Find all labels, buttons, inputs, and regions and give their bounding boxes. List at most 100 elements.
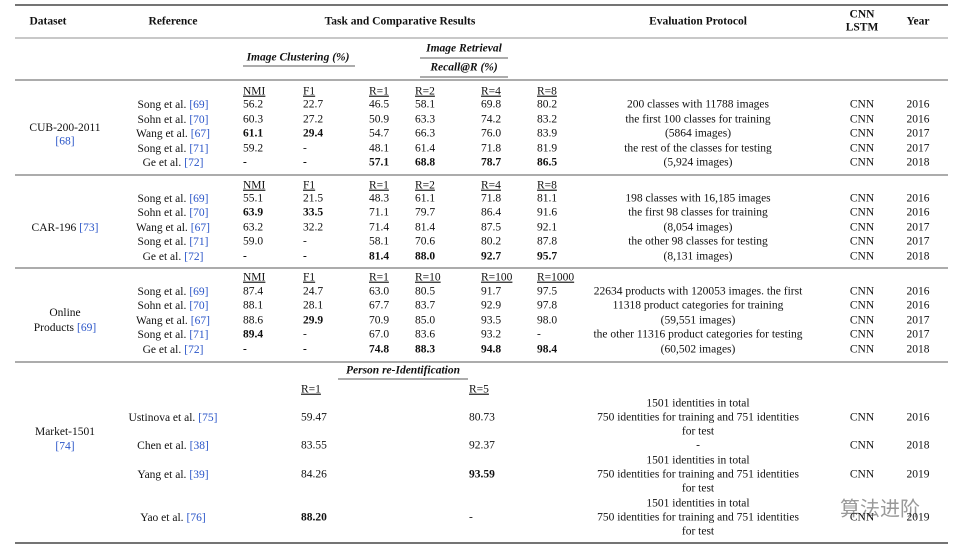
result-value: 87.4 (243, 286, 263, 298)
metric-header: R=2 (415, 180, 435, 192)
year: 2017 (907, 329, 930, 341)
metric-header: R=8 (537, 180, 557, 192)
network: CNN (850, 469, 875, 481)
reference: Song et al. (137, 329, 186, 341)
metric-header: R=1 (369, 86, 389, 98)
result-value: - (303, 143, 307, 155)
result-value: 70.6 (415, 236, 435, 248)
protocol: (8,131 images) (664, 251, 733, 263)
citation: [70] (189, 300, 208, 312)
header: LSTM (846, 22, 879, 34)
result-value: 83.7 (415, 300, 435, 312)
dataset-name: Products [69] (34, 322, 96, 334)
reference: Ustinova et al. (129, 412, 196, 424)
metric-header: R=5 (469, 384, 489, 396)
result-value: 79.7 (415, 207, 435, 219)
result-value: 94.8 (481, 344, 501, 356)
result-value: 97.8 (537, 300, 557, 312)
result-value: 61.1 (415, 193, 435, 205)
year: 2016 (907, 99, 930, 111)
result-value: 60.3 (243, 114, 263, 126)
result-value: 93.2 (481, 329, 501, 341)
result-value: - (303, 251, 307, 263)
reference: Wang et al. [67] (136, 128, 210, 140)
citation: [69] (77, 322, 96, 334)
result-value: 80.2 (537, 99, 557, 111)
result-value: 67.7 (369, 300, 389, 312)
metric-header: NMI (243, 180, 266, 192)
result-value: 97.5 (537, 286, 557, 298)
metric-header: R=4 (481, 180, 501, 192)
result-value: 22.7 (303, 99, 323, 111)
reference: Yang et al. (137, 469, 186, 481)
year: 2017 (907, 236, 930, 248)
protocol: for test (682, 526, 715, 538)
result-value: 88.3 (415, 344, 435, 356)
year: 2018 (907, 251, 930, 263)
result-value: - (243, 344, 247, 356)
result-value: 50.9 (369, 114, 389, 126)
result-value: 78.7 (481, 157, 501, 169)
result-value: 91.7 (481, 286, 501, 298)
protocol: the rest of the classes for testing (624, 143, 772, 155)
citation: [75] (198, 412, 217, 424)
protocol: - (696, 440, 700, 452)
metric-header: R=100 (481, 272, 513, 284)
result-value: 58.1 (415, 99, 435, 111)
citation: [67] (191, 222, 210, 234)
result-value: 71.1 (369, 207, 389, 219)
citation: [76] (187, 512, 206, 524)
result-value: 83.9 (537, 128, 557, 140)
citation: [69] (189, 99, 208, 111)
year: 2016 (907, 286, 930, 298)
year: 2018 (907, 157, 930, 169)
citation: [71] (189, 143, 208, 155)
result-value: 88.0 (415, 251, 435, 263)
year: 2017 (907, 222, 930, 234)
result-value: 55.1 (243, 193, 263, 205)
protocol: 1501 identities in total (646, 455, 749, 467)
reference: Song et al. [71] (137, 143, 208, 155)
result-value: 83.2 (537, 114, 557, 126)
dataset-name: Online (49, 307, 80, 319)
citation: [69] (189, 193, 208, 205)
result-value: - (537, 329, 541, 341)
protocol: (59,551 images) (661, 315, 736, 327)
reference: Song et al. [69] (137, 193, 208, 205)
year: 2016 (907, 207, 930, 219)
reference: Song et al. (137, 99, 186, 111)
result-value: 54.7 (369, 128, 389, 140)
year: 2018 (907, 440, 930, 452)
header: Year (907, 16, 930, 28)
network: CNN (850, 251, 875, 263)
result-value: 83.55 (301, 440, 327, 452)
result-value: 86.5 (537, 157, 557, 169)
result-value: 88.6 (243, 315, 263, 327)
reference: Song et al. [69] (137, 99, 208, 111)
metric-header: NMI (243, 272, 266, 284)
reference: Yao et al. (140, 512, 183, 524)
section-title: Person re-Identification (346, 365, 460, 377)
result-value: 95.7 (537, 251, 557, 263)
metric-header: F1 (303, 86, 315, 98)
result-value: 81.4 (415, 222, 435, 234)
protocol: 200 classes with 11788 images (627, 99, 770, 111)
reference: Ustinova et al. [75] (129, 412, 218, 424)
result-value: 81.9 (537, 143, 557, 155)
result-value: 71.8 (481, 143, 501, 155)
result-value: 92.7 (481, 251, 501, 263)
reference: Wang et al. (136, 315, 188, 327)
protocol: 11318 product categories for training (613, 300, 784, 312)
reference: Sohn et al. (137, 207, 186, 219)
result-value: 48.3 (369, 193, 389, 205)
protocol: 1501 identities in total (646, 498, 749, 510)
reference: Sohn et al. (137, 114, 186, 126)
year: 2017 (907, 128, 930, 140)
network: CNN (850, 193, 875, 205)
dataset-name: Products (34, 322, 75, 334)
result-value: 71.4 (369, 222, 389, 234)
reference: Song et al. (137, 236, 186, 248)
protocol: for test (682, 483, 715, 495)
result-value: 28.1 (303, 300, 323, 312)
result-value: 27.2 (303, 114, 323, 126)
